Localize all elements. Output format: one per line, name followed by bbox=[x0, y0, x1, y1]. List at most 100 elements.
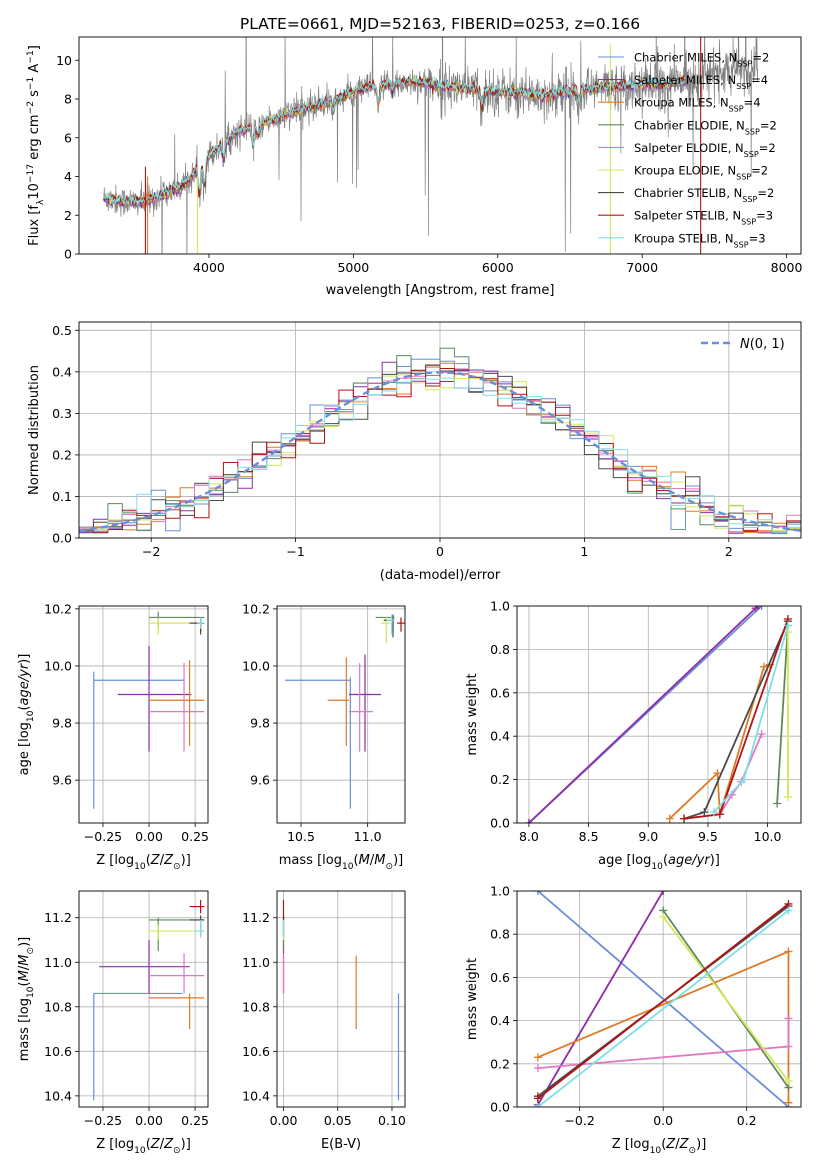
point-kroupa-miles bbox=[327, 657, 349, 746]
histogram-step-chabrier-elodie bbox=[79, 347, 801, 535]
plus-marker bbox=[757, 606, 766, 610]
point-chabrier-elodie bbox=[149, 611, 205, 629]
plot-area bbox=[79, 606, 208, 823]
y-axis-label: age [log10(age/yr)] bbox=[17, 654, 36, 776]
series-salpeter-elodie bbox=[533, 1014, 793, 1073]
axes-frame bbox=[276, 890, 406, 1108]
series-line bbox=[537, 903, 790, 1100]
model-spectrum-salpeter-elodie bbox=[103, 76, 686, 207]
y-axis-label: Flux [fλ10−17 erg cm−2 s−1 A−1] bbox=[26, 45, 46, 246]
series-salpeter-miles bbox=[524, 606, 763, 823]
x-tick-label: 0.00 bbox=[270, 1113, 298, 1128]
plus-marker bbox=[533, 891, 542, 895]
panel-mass-vs-EBV: 0.00 0.05 0.10 10.4 10.6 10.8 11.0 11.2 E(B-V) bbox=[242, 890, 406, 1152]
x-axis-label: Z [log10(Z/Z⊙)] bbox=[96, 853, 191, 872]
plus-marker bbox=[533, 1103, 542, 1107]
legend-label: Salpeter MILES, NSSP=4 bbox=[634, 73, 768, 91]
panel-age-vs-mass: 10.5 11.0 9.6 9.8 10.0 10.2 mass [log10(M/M⊙)] bbox=[242, 601, 406, 872]
x-axis-label: mass [log10(M/M⊙)] bbox=[279, 853, 403, 872]
plus-marker bbox=[713, 769, 722, 778]
legend: N(0, 1) bbox=[701, 337, 785, 352]
point-salpeter-miles bbox=[349, 654, 381, 752]
grid bbox=[277, 891, 405, 1107]
y-tick-label: 10.0 bbox=[44, 658, 72, 673]
y-tick-label: 10 bbox=[56, 53, 72, 68]
y-tick-label: 0.6 bbox=[490, 970, 510, 985]
plus-marker bbox=[773, 799, 782, 808]
plus-marker bbox=[784, 1042, 793, 1051]
y-tick-label: 11.2 bbox=[44, 910, 72, 925]
legend-label: Salpeter ELODIE, NSSP=2 bbox=[634, 141, 776, 159]
axes-frame bbox=[78, 321, 802, 539]
series-line bbox=[537, 891, 790, 1107]
model-spectrum-chabrier-elodie bbox=[103, 77, 686, 207]
y-tick-label: 10.4 bbox=[44, 1088, 72, 1103]
y-tick-label: 0.8 bbox=[490, 642, 510, 657]
grid bbox=[517, 891, 801, 1107]
series-line bbox=[537, 909, 790, 1107]
x-tick-label: 5000 bbox=[337, 260, 369, 275]
x-tick-label: 8.0 bbox=[519, 829, 539, 844]
x-tick-label: −0.2 bbox=[564, 1113, 594, 1128]
panel-residuals: −2 −1 0 1 2 0.0 0.1 0.2 0.3 0.4 0.5 (data-model)/er… bbox=[27, 321, 802, 583]
plus-marker bbox=[533, 1064, 542, 1073]
axes-frame bbox=[78, 605, 209, 824]
point-kroupa-stelib bbox=[196, 617, 205, 629]
axes-frame bbox=[78, 36, 802, 255]
y-tick-label: 0.4 bbox=[490, 729, 510, 744]
plot-area bbox=[517, 891, 801, 1107]
y-axis-label: mass [log10(M/M⊙)] bbox=[17, 937, 36, 1061]
y-tick-label: 0.1 bbox=[52, 489, 72, 504]
x-tick-label: 0.0 bbox=[653, 1113, 673, 1128]
plus-marker bbox=[760, 662, 769, 671]
plus-marker bbox=[784, 1098, 793, 1107]
y-tick-label: 10.6 bbox=[44, 1044, 72, 1059]
ticks: 8.0 8.5 9.0 9.5 10.0 0.0 0.2 0.4 0.6 0.8 1.0 bbox=[490, 599, 781, 845]
panel-spectrum: 4000 5000 6000 7000 8000 0 2 4 6 8 10 wavelength [A… bbox=[26, 36, 803, 298]
plus-marker bbox=[659, 891, 668, 895]
x-tick-label: 10.5 bbox=[287, 829, 315, 844]
ticks: −0.25 0.00 0.25 9.6 9.8 10.0 10.2 bbox=[44, 601, 209, 844]
y-tick-label: 10.8 bbox=[242, 999, 270, 1014]
panel-massweight-vs-age: 8.0 8.5 9.0 9.5 10.0 0.0 0.2 0.4 0.6 0.8 1.0 age [l… bbox=[465, 599, 802, 872]
series-kroupa-elodie bbox=[659, 912, 793, 1086]
point-kroupa-miles bbox=[149, 660, 205, 746]
x-tick-label: 9.5 bbox=[698, 829, 718, 844]
plus-marker bbox=[533, 1094, 542, 1103]
point-chabrier-elodie bbox=[149, 917, 205, 952]
series-kroupa-stelib bbox=[709, 621, 792, 817]
x-tick-label: −0.25 bbox=[84, 829, 122, 844]
series-kroupa-elodie bbox=[783, 628, 792, 801]
legend-label: Chabrier MILES, NSSP=2 bbox=[634, 51, 769, 69]
y-tick-label: 10.6 bbox=[242, 1044, 270, 1059]
plus-marker bbox=[709, 808, 718, 817]
plus-marker bbox=[783, 792, 792, 801]
grid bbox=[79, 891, 208, 1107]
model-spectrum-chabrier-miles bbox=[103, 76, 686, 209]
x-tick-label: 0.25 bbox=[181, 1113, 209, 1128]
ticks: −0.2 0.0 0.2 0.0 0.2 0.4 0.6 0.8 1.0 bbox=[490, 884, 757, 1129]
point-kroupa-miles bbox=[149, 993, 205, 1030]
y-tick-label: 1.0 bbox=[490, 599, 510, 614]
axes-frame bbox=[78, 890, 209, 1108]
normal-curve bbox=[79, 371, 801, 532]
y-tick-label: 9.6 bbox=[250, 773, 270, 788]
x-tick-label: −2 bbox=[142, 544, 160, 559]
x-tick-label: 0 bbox=[436, 544, 444, 559]
y-axis-label: mass weight bbox=[465, 958, 480, 1040]
grid bbox=[79, 322, 801, 538]
plot-area bbox=[277, 606, 405, 823]
y-tick-label: 0.0 bbox=[52, 531, 72, 546]
plus-marker bbox=[665, 814, 674, 823]
point-chabrier-miles bbox=[285, 677, 351, 809]
y-tick-label: 10.0 bbox=[242, 658, 270, 673]
x-tick-label: 0.00 bbox=[135, 1113, 163, 1128]
y-tick-label: 0.0 bbox=[490, 1100, 510, 1115]
figure-title: PLATE=0661, MJD=52163, FIBERID=0253, z=0… bbox=[240, 15, 640, 33]
x-tick-label: −1 bbox=[286, 544, 304, 559]
x-axis-label: Z [log10(Z/Z⊙)] bbox=[612, 1137, 707, 1156]
y-tick-label: 0.2 bbox=[490, 772, 510, 787]
point-salpeter-elodie bbox=[349, 663, 373, 752]
y-tick-label: 0.8 bbox=[490, 927, 510, 942]
